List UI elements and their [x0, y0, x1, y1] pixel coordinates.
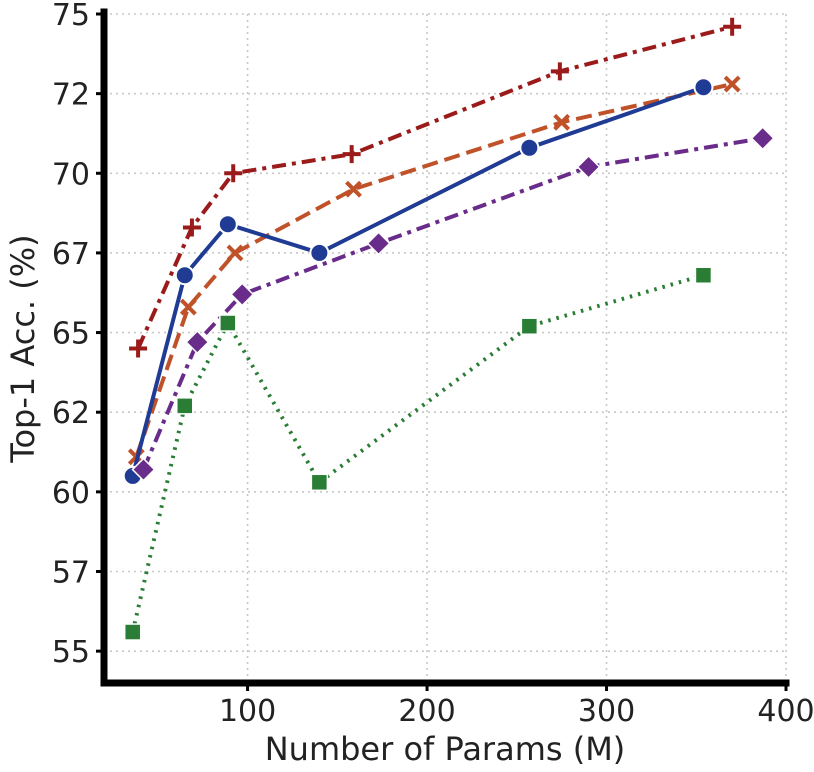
circle-marker	[174, 265, 195, 286]
square-marker	[310, 473, 329, 492]
plus-marker	[550, 62, 569, 81]
series-diamond-line	[141, 136, 763, 471]
x-marker	[553, 113, 571, 131]
plus-marker	[723, 17, 742, 36]
plus-marker	[182, 218, 201, 237]
y-tick-label: 67	[52, 237, 90, 272]
diamond-marker	[131, 457, 156, 482]
series-diamond	[131, 126, 775, 482]
plus-marker	[342, 145, 361, 164]
series-group	[122, 17, 775, 641]
series-square-line	[130, 273, 705, 633]
series-circle-line	[130, 85, 705, 477]
series-plus-line	[136, 24, 733, 350]
x-marker	[723, 75, 741, 93]
y-tick-label: 60	[52, 476, 90, 511]
x-marker	[345, 180, 362, 198]
y-tick-label: 72	[52, 78, 90, 113]
y-tick-label: 75	[52, 0, 90, 33]
y-tick-label: 65	[52, 317, 90, 352]
series-square	[123, 266, 713, 641]
x-tick-label: 300	[578, 694, 635, 729]
diamond-marker	[750, 126, 775, 151]
axes: 100 200 300 400 55 57 60 62 65 67 70 72 75	[52, 0, 814, 729]
diamond-marker	[230, 282, 255, 307]
series-x-line	[134, 82, 733, 458]
grid	[104, 13, 787, 683]
y-tick-label: 55	[52, 635, 90, 670]
series-circle	[122, 77, 714, 486]
diamond-marker	[366, 231, 391, 256]
x-marker	[179, 298, 197, 316]
x-marker	[226, 244, 244, 262]
x-axis-title: Number of Params (M)	[265, 730, 626, 768]
square-marker	[176, 397, 194, 415]
plus-marker	[129, 339, 148, 358]
square-marker	[219, 314, 237, 332]
y-tick-label: 57	[52, 556, 90, 591]
y-tick-label: 62	[52, 396, 90, 431]
circle-marker	[217, 214, 238, 235]
plus-marker	[224, 164, 243, 183]
y-axis-title: Top-1 Acc. (%)	[4, 234, 42, 463]
diamond-marker	[576, 154, 601, 179]
x-tick-label: 400	[757, 694, 814, 729]
circle-marker	[693, 77, 714, 98]
square-marker	[694, 266, 713, 284]
series-plus	[129, 17, 742, 358]
square-marker	[520, 317, 539, 335]
x-tick-label: 200	[398, 694, 455, 729]
diamond-marker	[185, 330, 210, 355]
circle-marker	[309, 242, 330, 263]
series-x	[127, 75, 741, 466]
x-tick-label: 100	[219, 694, 276, 729]
y-tick-label: 70	[52, 157, 90, 192]
square-marker	[123, 623, 142, 641]
circle-marker	[519, 137, 540, 158]
